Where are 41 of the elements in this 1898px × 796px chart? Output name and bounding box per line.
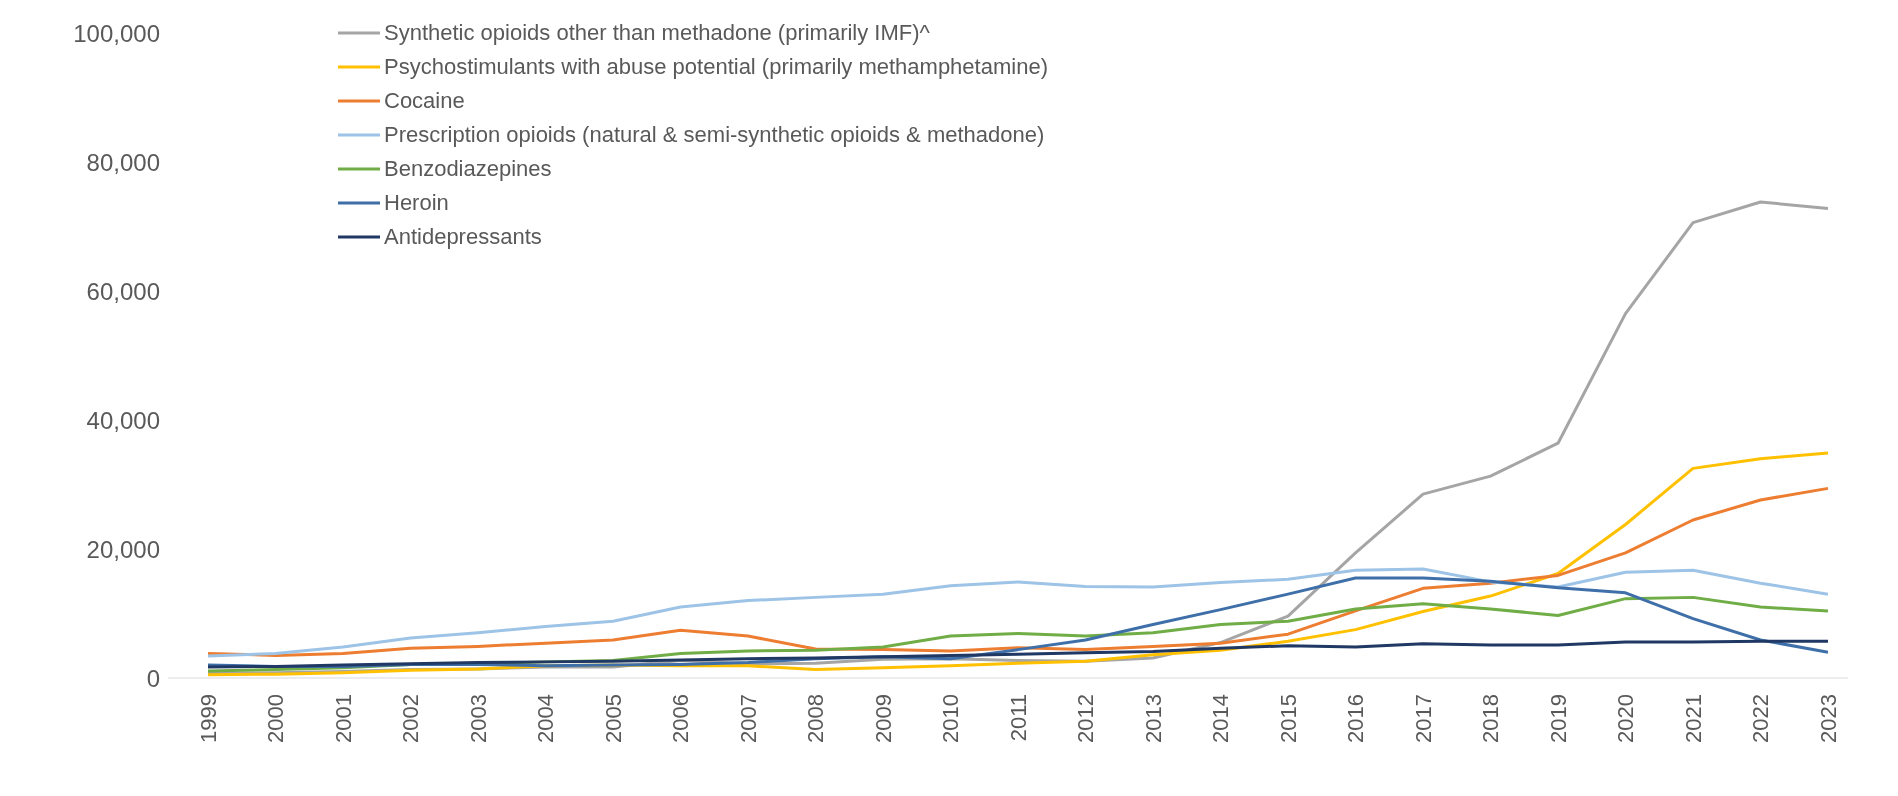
x-tick-label: 2017	[1410, 694, 1436, 743]
x-tick-label: 2000	[263, 694, 288, 743]
x-tick-label: 2014	[1208, 694, 1233, 743]
x-tick-label: 2016	[1343, 694, 1368, 743]
x-tick-label: 1999	[195, 694, 221, 743]
y-tick-label: 60,000	[86, 277, 160, 305]
x-tick-label: 2001	[330, 694, 356, 743]
x-tick-label: 2009	[870, 694, 896, 743]
x-tick-label: 2005	[600, 694, 626, 743]
legend-label: Benzodiazepines	[384, 155, 552, 183]
legend-label: Synthetic opioids other than methadone (primarily IMF)^	[384, 19, 930, 47]
x-tick-label: 2002	[398, 694, 423, 743]
x-tick-label: 2020	[1613, 694, 1638, 743]
y-tick-label: 20,000	[86, 535, 160, 563]
x-tick-label: 2012	[1073, 694, 1098, 743]
legend-label: Antidepressants	[384, 223, 542, 251]
y-tick-label: 0	[146, 664, 160, 692]
x-tick-label: 2007	[735, 694, 761, 743]
legend-label: Cocaine	[384, 87, 465, 115]
x-tick-label: 2023	[1815, 694, 1841, 743]
line-series	[206, 486, 1830, 657]
y-tick-label: 40,000	[86, 406, 160, 434]
x-tick-label: 2013	[1140, 694, 1166, 743]
x-tick-label: 2003	[465, 694, 491, 743]
x-tick-label: 2019	[1545, 694, 1571, 743]
x-tick-label: 2010	[938, 694, 963, 743]
line-series	[206, 639, 1830, 669]
x-tick-label: 2015	[1275, 694, 1301, 743]
x-tick-label: 2018	[1478, 694, 1503, 743]
legend-label: Psychostimulants with abuse potential (primarily methamphetamine)	[384, 53, 1048, 81]
x-tick-label: 2021	[1680, 694, 1706, 743]
line-series	[206, 567, 1830, 658]
legend-label: Prescription opioids (natural & semi-synthetic opioids & methadone)	[384, 121, 1045, 149]
x-tick-label: 2022	[1748, 694, 1773, 743]
x-tick-label: 2008	[803, 694, 828, 743]
x-tick-label: 2004	[533, 694, 558, 743]
y-tick-label: 80,000	[86, 148, 160, 176]
x-tick-label: 2011	[1005, 694, 1031, 742]
y-tick-label: 100,000	[73, 19, 160, 47]
x-tick-label: 2006	[668, 694, 693, 743]
legend-label: Heroin	[384, 189, 449, 217]
